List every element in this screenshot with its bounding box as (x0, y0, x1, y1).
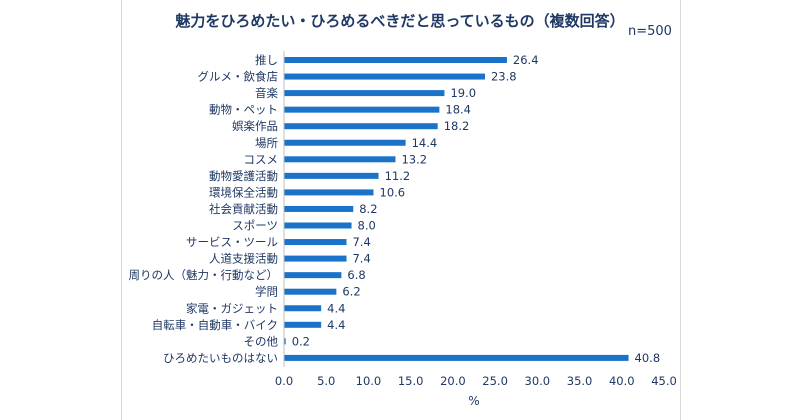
value-label: 26.4 (513, 53, 539, 67)
category-label: スポーツ (232, 219, 278, 233)
bar (284, 272, 342, 279)
bar (284, 205, 354, 212)
bar (284, 288, 337, 295)
value-label: 14.4 (412, 136, 438, 150)
value-label: 6.8 (347, 268, 365, 282)
bar (284, 156, 396, 163)
value-label: 4.4 (327, 301, 345, 315)
category-label: 家電・ガジェット (186, 301, 278, 315)
x-tick-label: 5.0 (317, 374, 335, 388)
chart-title: 魅力をひろめたい・ひろめるべきだと思っているもの（複数回答） (175, 12, 625, 30)
value-label: 11.2 (385, 169, 411, 183)
category-label: 場所 (255, 136, 278, 150)
x-tick-label: 25.0 (482, 374, 508, 388)
category-label: 音楽 (255, 86, 278, 100)
x-tick-label: 0.0 (275, 374, 293, 388)
x-tick-label: 45.0 (651, 374, 677, 388)
sample-size-note: n=500 (628, 24, 672, 39)
value-label: 19.0 (450, 86, 476, 100)
value-label: 8.2 (359, 202, 377, 216)
bar (284, 189, 374, 196)
x-tick-label: 35.0 (567, 374, 593, 388)
value-label: 18.2 (444, 119, 470, 133)
x-tick-label: 40.0 (609, 374, 635, 388)
x-tick-labels: 0.0 5.0 10.0 15.0 20.0 25.0 30.0 35.0 40.0 45.0 (275, 374, 677, 388)
bar (284, 123, 438, 130)
value-labels: 26.4 23.8 19.0 18.4 18.2 14.4 13.2 11.2 10.68.2 8… (292, 53, 660, 365)
category-label: 推し (255, 53, 278, 67)
category-label: その他 (244, 334, 279, 348)
value-label: 40.8 (635, 351, 661, 365)
bar (284, 338, 286, 345)
category-label: 娯楽作品 (232, 119, 278, 133)
bar (284, 73, 485, 80)
category-labels: 推しグルメ・飲食店音楽動物・ペット娯楽作品場所コスメ動物愛護活動環境保全活動社会… (129, 53, 279, 365)
value-label: 6.2 (342, 285, 360, 299)
category-label: グルメ・飲食店 (198, 70, 279, 84)
value-label: 23.8 (491, 70, 517, 84)
category-label: 動物・ペット (209, 103, 278, 117)
x-tick-label: 10.0 (356, 374, 382, 388)
x-tick-label: 30.0 (525, 374, 551, 388)
x-tick-label: 20.0 (440, 374, 466, 388)
bar (284, 255, 347, 262)
bar (284, 106, 440, 113)
bars-layer (284, 57, 629, 361)
value-label: 7.4 (352, 252, 370, 266)
bar (284, 139, 406, 146)
value-label: 4.4 (327, 318, 345, 332)
bar (284, 321, 322, 328)
value-label: 7.4 (352, 235, 370, 249)
bar (284, 222, 352, 229)
category-label: サービス・ツール (186, 235, 278, 249)
category-label: 環境保全活動 (209, 185, 278, 199)
value-label: 13.2 (401, 152, 427, 166)
bar (284, 57, 507, 63)
category-label: コスメ (244, 152, 279, 166)
category-label: 学問 (255, 285, 278, 299)
category-label: 社会貢献活動 (209, 202, 278, 216)
category-label: 人道支援活動 (209, 252, 278, 266)
x-tick-label: 15.0 (398, 374, 424, 388)
chart-frame (121, 0, 681, 420)
bar (284, 239, 347, 246)
x-axis-title: % (468, 394, 479, 408)
category-label: 周りの人（魅力・行動など） (129, 268, 279, 282)
bar (284, 305, 322, 312)
category-label: 自転車・自動車・バイク (152, 318, 278, 332)
category-label: 動物愛護活動 (209, 169, 278, 183)
bar (284, 90, 445, 97)
value-label: 10.6 (380, 185, 406, 199)
value-label: 18.4 (445, 103, 471, 117)
bar (284, 354, 629, 361)
category-label: ひろめたいものはない (163, 351, 278, 365)
bar (284, 172, 379, 179)
value-label: 8.0 (358, 219, 376, 233)
value-label: 0.2 (292, 334, 310, 348)
